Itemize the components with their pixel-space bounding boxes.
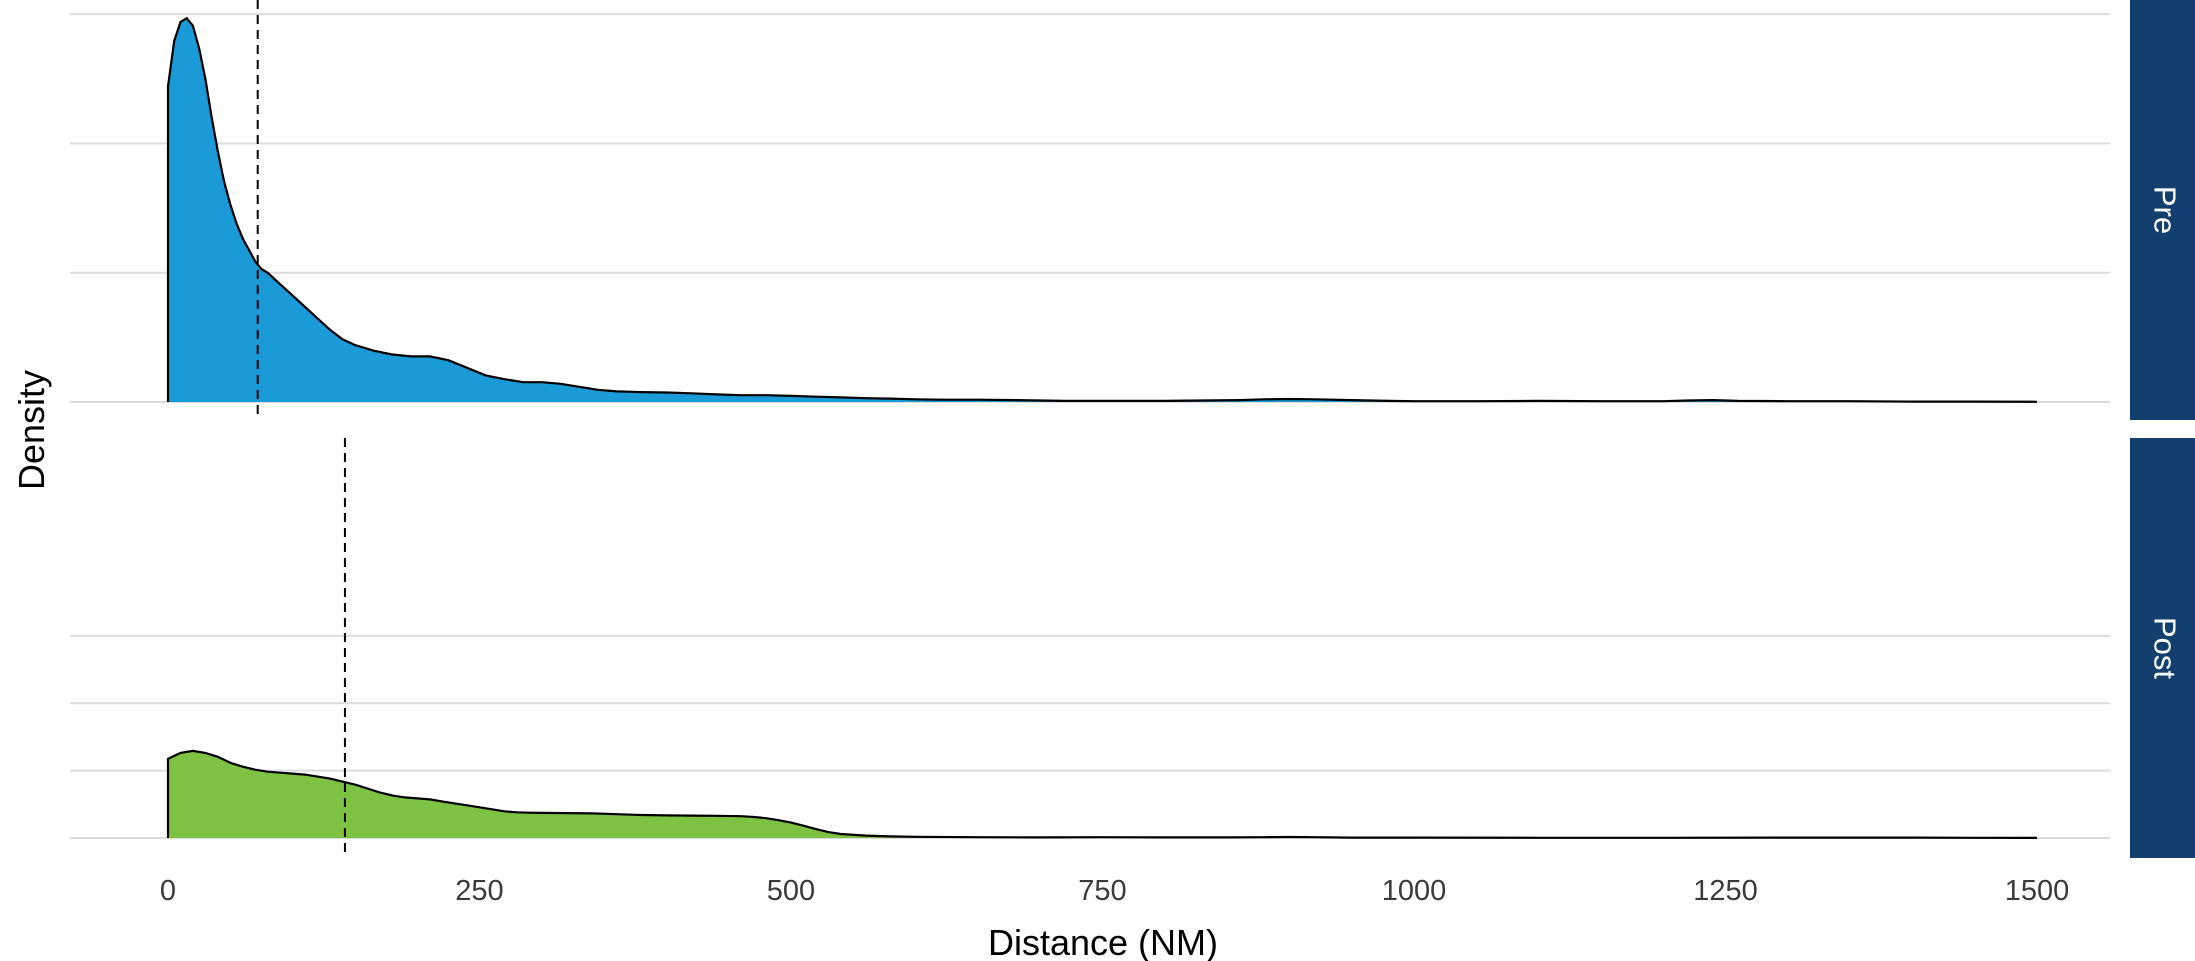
x-axis-title: Distance (NM) <box>988 922 1218 961</box>
panels-layer: Pre Post <box>70 0 2195 858</box>
y-axis-title: Density <box>11 370 52 490</box>
density-curve-pre <box>166 16 2038 403</box>
facet-label-pre: Pre <box>2147 186 2182 234</box>
x-tick-label: 1000 <box>1382 875 1447 907</box>
x-axis: 0 250 500 750 1000 1250 1500 <box>160 875 2069 907</box>
x-tick-label: 1250 <box>1693 875 1758 907</box>
panel-pre: Pre <box>70 0 2195 420</box>
density-area-post <box>168 750 2037 838</box>
facet-label-post: Post <box>2147 617 2182 679</box>
x-tick-label: 750 <box>1078 875 1126 907</box>
x-tick-label: 1500 <box>2005 875 2070 907</box>
panel-post: Post <box>70 438 2195 858</box>
facet-strip-post <box>2130 438 2195 858</box>
x-tick-label: 250 <box>455 875 503 907</box>
x-tick-label: 500 <box>767 875 815 907</box>
density-area-pre <box>168 18 2037 402</box>
density-curve-post <box>166 749 2038 839</box>
facet-strip-pre <box>2130 0 2195 420</box>
x-tick-label: 0 <box>160 875 176 907</box>
